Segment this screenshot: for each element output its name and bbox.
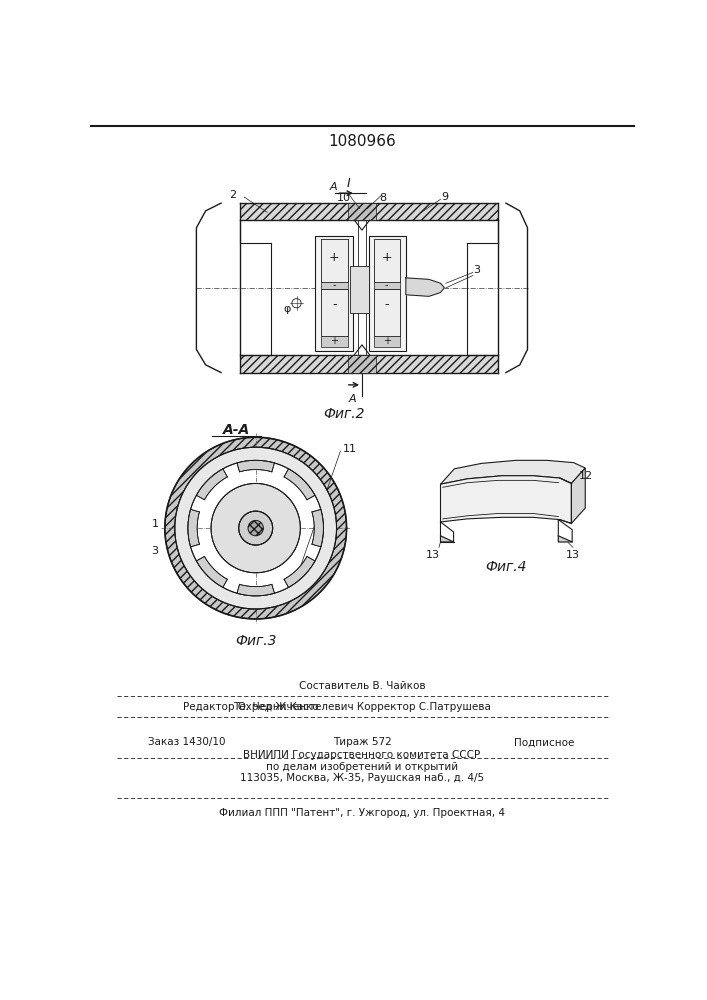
Bar [373, 336, 400, 347]
Text: φ: φ [284, 304, 291, 314]
Text: 13: 13 [566, 550, 580, 560]
Text: 13: 13 [426, 550, 440, 560]
Text: 113035, Москва, Ж-35, Раушская наб., д. 4/5: 113035, Москва, Ж-35, Раушская наб., д. … [240, 773, 484, 783]
Circle shape [239, 511, 273, 545]
Polygon shape [188, 509, 199, 547]
Polygon shape [406, 278, 444, 296]
Bar [348, 203, 376, 220]
Text: 9: 9 [440, 192, 448, 202]
Polygon shape [440, 536, 454, 542]
Polygon shape [197, 469, 228, 500]
Text: Техред Ж.Кастелевич Корректор С.Патрушева: Техред Ж.Кастелевич Корректор С.Патрушев… [233, 702, 491, 712]
Text: Фиг.3: Фиг.3 [235, 634, 276, 648]
Text: Фиг.2: Фиг.2 [324, 407, 365, 421]
Text: 1: 1 [152, 519, 158, 529]
Text: А-А: А-А [223, 423, 250, 437]
Polygon shape [284, 469, 315, 500]
Text: Редактор О. Черниченко: Редактор О. Черниченко [182, 702, 318, 712]
Text: 10: 10 [337, 193, 351, 203]
Polygon shape [237, 460, 274, 472]
Text: 12: 12 [579, 471, 593, 481]
Text: A: A [329, 182, 337, 192]
Text: 1080966: 1080966 [328, 134, 396, 149]
Text: 8: 8 [379, 193, 386, 203]
Text: +: + [382, 336, 390, 346]
Text: -: - [385, 281, 388, 291]
Text: 3: 3 [152, 546, 158, 556]
Circle shape [248, 520, 264, 536]
Bar [373, 289, 400, 336]
Text: Фиг.4: Фиг.4 [485, 560, 527, 574]
Text: +: + [329, 251, 339, 264]
Text: A: A [348, 394, 356, 404]
Polygon shape [284, 556, 315, 587]
Polygon shape [440, 476, 571, 523]
Text: Подписное: Подписное [514, 737, 575, 747]
Bar [240, 355, 498, 373]
Bar [351, 266, 369, 312]
Text: Филиал ППП "Патент", г. Ужгород, ул. Проектная, 4: Филиал ППП "Патент", г. Ужгород, ул. Про… [219, 808, 505, 818]
Text: 2: 2 [229, 190, 236, 200]
Text: +: + [381, 251, 392, 264]
Bar [321, 336, 348, 347]
Polygon shape [237, 584, 274, 596]
Text: Заказ 1430/10: Заказ 1430/10 [148, 737, 226, 747]
Bar [315, 235, 354, 351]
Text: ВНИИПИ Государственного комитета СССР: ВНИИПИ Государственного комитета СССР [243, 750, 481, 760]
Text: Тираж 572: Тираж 572 [332, 737, 392, 747]
Bar [369, 235, 406, 351]
Bar [373, 239, 400, 282]
Text: 11: 11 [343, 444, 357, 454]
Polygon shape [312, 509, 323, 547]
Text: -: - [332, 281, 336, 291]
Text: +: + [330, 336, 338, 346]
Bar [348, 355, 376, 373]
Polygon shape [197, 556, 228, 587]
Text: Составитель В. Чайков: Составитель В. Чайков [298, 681, 426, 691]
Polygon shape [559, 536, 572, 542]
Text: I: I [346, 177, 350, 190]
Text: -: - [385, 298, 389, 311]
Bar [321, 239, 348, 282]
Bar [321, 289, 348, 336]
Polygon shape [571, 468, 585, 523]
Polygon shape [440, 460, 585, 484]
Bar [321, 282, 348, 289]
Bar [240, 203, 498, 220]
Text: по делам изобретений и открытий: по делам изобретений и открытий [266, 762, 458, 772]
Text: 3: 3 [474, 265, 481, 275]
Text: -: - [332, 298, 337, 311]
Bar [373, 282, 400, 289]
